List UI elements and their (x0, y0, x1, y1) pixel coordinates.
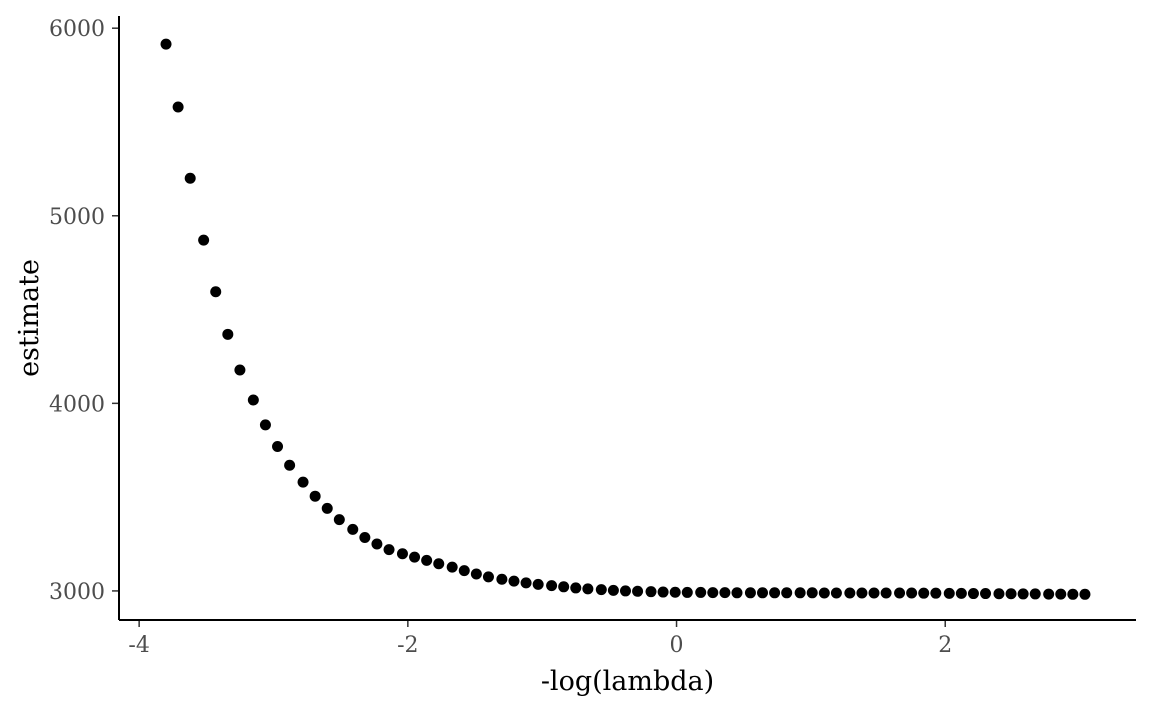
data-point (830, 587, 842, 599)
y-tick-label: 6000 (49, 17, 105, 42)
data-point (396, 548, 408, 560)
data-point (458, 565, 470, 577)
data-point (520, 577, 532, 589)
data-point (918, 587, 930, 599)
data-point (632, 585, 644, 597)
data-point (906, 587, 918, 599)
data-point (868, 587, 880, 599)
data-point (198, 234, 210, 246)
data-point (284, 459, 296, 471)
data-point (222, 328, 234, 340)
data-point (297, 476, 309, 488)
data-point (570, 582, 582, 594)
data-point (160, 38, 172, 50)
data-point (496, 573, 508, 585)
x-axis-title: -log(lambda) (541, 666, 714, 697)
x-tick-label: 0 (670, 633, 684, 658)
y-axis-ticks: 3000 4000 5000 6000 (49, 17, 119, 605)
data-point (347, 523, 359, 535)
data-point (818, 587, 830, 599)
data-point (757, 587, 769, 599)
y-tick-label: 3000 (49, 580, 105, 605)
data-point (371, 538, 383, 550)
data-point (794, 587, 806, 599)
data-point (546, 580, 558, 592)
data-point (1067, 588, 1079, 600)
data-point (707, 587, 719, 599)
data-point (309, 490, 321, 502)
x-tick-label: -4 (128, 633, 149, 658)
data-point (719, 587, 731, 599)
data-point (259, 419, 271, 431)
y-tick-label: 4000 (49, 392, 105, 417)
data-point (482, 571, 494, 583)
data-point (930, 587, 942, 599)
data-point (409, 551, 421, 563)
data-point (806, 587, 818, 599)
y-tick-label: 5000 (49, 205, 105, 230)
y-axis-title: estimate (14, 259, 45, 377)
data-point (894, 587, 906, 599)
data-point (844, 587, 856, 599)
data-point (769, 587, 781, 599)
data-point (980, 588, 992, 600)
data-point (210, 286, 222, 298)
data-point (184, 172, 196, 184)
data-point (446, 561, 458, 573)
data-point (383, 544, 395, 556)
data-point (1005, 588, 1017, 600)
data-point (321, 502, 333, 514)
data-point (359, 531, 371, 543)
data-point (880, 587, 892, 599)
data-point (695, 586, 707, 598)
x-axis-ticks: -4 -2 0 2 (128, 620, 952, 658)
data-point (333, 514, 345, 526)
data-point (1043, 588, 1055, 600)
data-point (993, 588, 1005, 600)
data-point (421, 554, 433, 566)
data-point (558, 581, 570, 593)
data-point (582, 583, 594, 595)
data-point (781, 587, 793, 599)
data-point (744, 587, 756, 599)
data-point (1055, 588, 1067, 600)
x-tick-label: -2 (397, 633, 418, 658)
data-point (955, 587, 967, 599)
data-point (508, 575, 520, 587)
data-point (595, 584, 607, 596)
data-point (619, 585, 631, 597)
data-point (1079, 588, 1091, 600)
data-point (681, 586, 693, 598)
data-point (470, 568, 482, 580)
data-point (433, 558, 445, 570)
points-layer (160, 38, 1091, 600)
data-point (657, 586, 669, 598)
data-point (172, 101, 184, 113)
data-point (731, 587, 743, 599)
data-point (645, 586, 657, 598)
data-point (234, 364, 246, 376)
data-point (669, 586, 681, 598)
x-tick-label: 2 (938, 633, 952, 658)
data-point (943, 587, 955, 599)
data-point (856, 587, 868, 599)
data-point (532, 578, 544, 590)
data-point (1029, 588, 1041, 600)
data-point (247, 394, 259, 406)
data-point (967, 588, 979, 600)
data-point (1017, 588, 1029, 600)
data-point (607, 584, 619, 596)
data-point (272, 440, 284, 452)
